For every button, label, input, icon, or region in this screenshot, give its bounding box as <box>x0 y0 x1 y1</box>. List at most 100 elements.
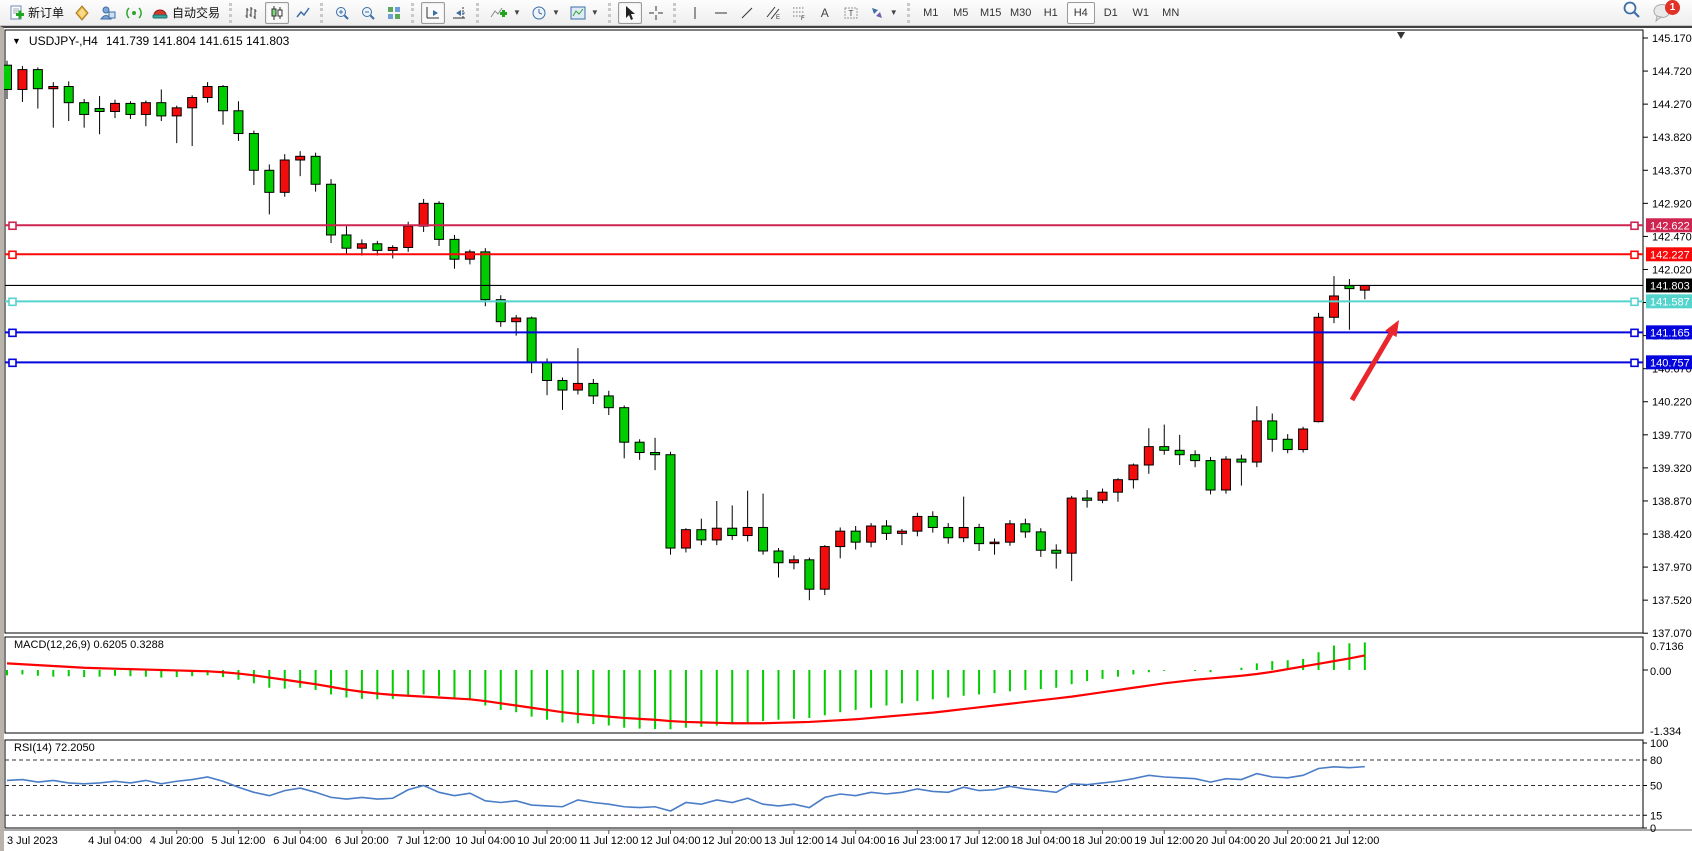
timeframe-mn-button[interactable]: MN <box>1162 6 1180 19</box>
svg-text:142.020: 142.020 <box>1652 264 1692 276</box>
svg-text:10 Jul 04:00: 10 Jul 04:00 <box>455 835 515 847</box>
signals-button[interactable] <box>122 2 146 24</box>
auto-scroll-button[interactable] <box>421 1 446 24</box>
bear-candle <box>727 527 738 537</box>
templates-button[interactable]: ▼ <box>566 2 603 24</box>
svg-text:6 Jul 20:00: 6 Jul 20:00 <box>335 835 389 847</box>
hline-anchor[interactable] <box>8 297 17 307</box>
svg-text:142.920: 142.920 <box>1652 198 1692 210</box>
collapse-chart-button[interactable]: ▼ <box>12 36 21 46</box>
macd-pane: 0.7136 0.00 -1.334 <box>6 641 1684 738</box>
svg-text:145.170: 145.170 <box>1652 33 1692 45</box>
bear-candle <box>588 382 599 397</box>
autotrading-icon <box>152 5 168 21</box>
bear-candle <box>125 102 136 115</box>
annotation-arrow[interactable] <box>1349 320 1399 402</box>
arrows-tool[interactable]: ▼ <box>865 2 902 24</box>
notifications-button[interactable]: 1 <box>1652 0 1680 24</box>
bull-candle <box>187 97 198 109</box>
bear-candle <box>1282 438 1293 451</box>
market-watch-button[interactable] <box>96 2 120 24</box>
rsi-line <box>6 765 1365 812</box>
timeframe-m30-button[interactable]: M30 <box>1010 6 1032 19</box>
cursor-button[interactable] <box>617 1 642 24</box>
search-icon[interactable] <box>1622 0 1642 25</box>
svg-text:20 Jul 04:00: 20 Jul 04:00 <box>1196 835 1256 847</box>
timeframe-w1-button[interactable]: W1 <box>1132 6 1149 19</box>
indicators-button[interactable]: ▼ <box>486 2 525 24</box>
new-order-button[interactable]: 新订单 <box>4 2 68 24</box>
channel-tool[interactable]: E <box>761 2 785 24</box>
toolbar-group-scroll <box>421 1 471 25</box>
rsi-pane: 100 80 50 150 <box>5 738 1668 835</box>
chart-shift-button[interactable] <box>447 2 471 24</box>
new-order-label: 新订单 <box>28 6 65 20</box>
toolbar-separator <box>411 2 416 23</box>
bull-candle <box>819 546 830 590</box>
vertical-line-tool[interactable] <box>683 2 707 24</box>
timeframe-d1-button[interactable]: D1 <box>1103 6 1118 19</box>
hline-anchor[interactable] <box>1630 297 1639 307</box>
bear-candle <box>1035 531 1046 551</box>
bull-candle <box>788 559 799 564</box>
svg-text:4 Jul 20:00: 4 Jul 20:00 <box>150 835 204 847</box>
dropdown-caret: ▼ <box>590 8 599 17</box>
timeframe-m1-button[interactable]: M1 <box>923 6 939 19</box>
bull-candle <box>680 529 691 549</box>
hline-anchor[interactable] <box>8 358 17 368</box>
svg-text:19 Jul 12:00: 19 Jul 12:00 <box>1134 835 1194 847</box>
hline-anchor[interactable] <box>8 221 17 231</box>
bull-candle <box>48 86 59 90</box>
svg-text:10 Jul 20:00: 10 Jul 20:00 <box>517 835 577 847</box>
svg-text:138.420: 138.420 <box>1652 529 1692 541</box>
bear-candle <box>94 108 105 112</box>
hline-anchor[interactable] <box>1630 250 1639 260</box>
bull-candle <box>1143 446 1154 466</box>
zoom-out-button[interactable] <box>356 2 380 24</box>
periods-button[interactable]: ▼ <box>527 2 564 24</box>
timeframe-m15-button[interactable]: M15 <box>980 6 1002 19</box>
bull-candle <box>896 530 907 534</box>
bull-candle <box>279 159 290 193</box>
price-badge <box>1646 247 1692 262</box>
hline-objects: 142.622 142.227 141.803 141.587 141.165 140.7… <box>5 218 1692 370</box>
svg-text:15: 15 <box>1650 810 1662 822</box>
svg-text:14 Jul 04:00: 14 Jul 04:00 <box>826 835 886 847</box>
candlestick-chart-button[interactable] <box>265 1 290 24</box>
bar-chart-button[interactable] <box>239 2 263 24</box>
toolbar-separator <box>672 2 678 23</box>
trendline-tool[interactable] <box>735 2 759 24</box>
tile-windows-button[interactable] <box>382 2 406 24</box>
bear-candle <box>526 317 537 363</box>
price-badge <box>1646 278 1692 293</box>
timeframe-m5-button[interactable]: M5 <box>953 6 969 19</box>
bull-candle <box>171 107 182 117</box>
timeframe-h1-button[interactable]: H1 <box>1043 6 1058 19</box>
hline-anchor[interactable] <box>8 328 17 338</box>
svg-text:20 Jul 20:00: 20 Jul 20:00 <box>1258 835 1318 847</box>
hline-anchor[interactable] <box>1630 221 1639 231</box>
line-chart-button[interactable] <box>291 2 315 24</box>
hline-anchor[interactable] <box>1630 328 1639 338</box>
bull-candle <box>1112 479 1123 493</box>
toolbar-group-drawing: E F A T ▼ <box>683 1 902 25</box>
svg-text:21 Jul 12:00: 21 Jul 12:00 <box>1319 835 1379 847</box>
horizontal-line-tool[interactable] <box>709 2 733 24</box>
bear-candle <box>233 110 244 135</box>
timeframe-h4-button[interactable]: H4 <box>1066 1 1095 24</box>
crosshair-button[interactable] <box>644 2 668 24</box>
styles-button[interactable] <box>70 2 94 24</box>
hline-anchor[interactable] <box>1630 358 1639 368</box>
chart-canvas[interactable]: 145.170 144.720 144.270 143.820 143.370 142.9… <box>2 28 1692 851</box>
text-label-tool[interactable]: T <box>839 2 863 24</box>
hline-anchor[interactable] <box>8 250 17 260</box>
bear-candle <box>1190 454 1201 462</box>
bear-candle <box>480 251 491 301</box>
autotrading-button[interactable]: 自动交易 <box>148 2 224 24</box>
bear-candle <box>341 234 352 249</box>
text-tool[interactable]: A <box>813 2 837 24</box>
zoom-in-button[interactable] <box>330 2 354 24</box>
time-axis: 3 Jul 2023 4 Jul 04:00 4 Jul 20:00 5 Jul 12… <box>4 829 1692 847</box>
fibonacci-tool[interactable]: F <box>787 2 811 24</box>
rsi-label: RSI(14) 72.2050 <box>14 742 95 754</box>
